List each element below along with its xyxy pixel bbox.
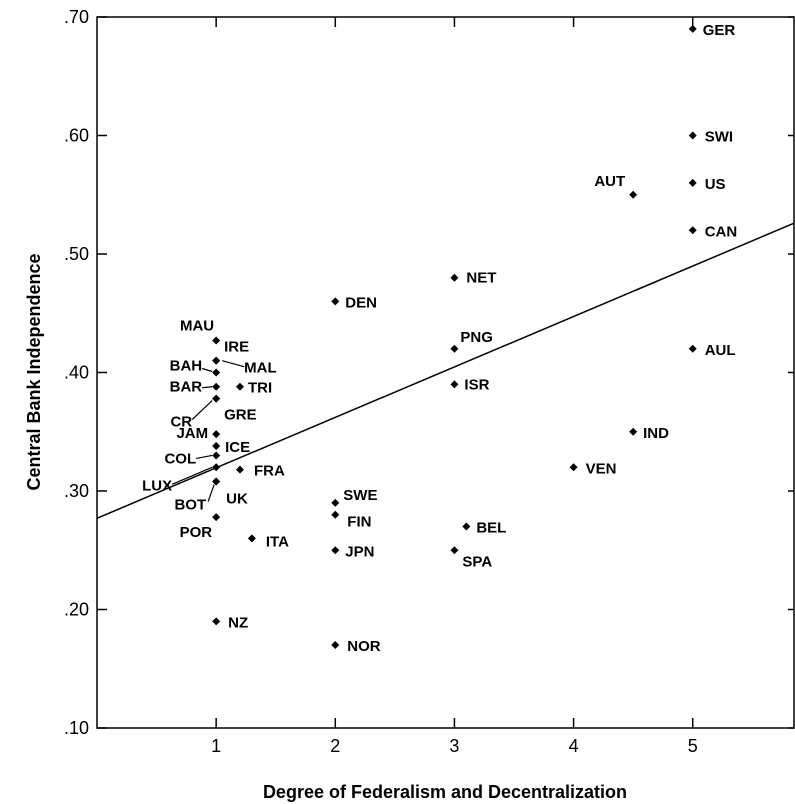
data-point-marker	[235, 382, 244, 391]
data-point-label: UK	[226, 491, 248, 508]
data-point-marker	[212, 336, 221, 345]
data-point-marker	[212, 451, 221, 460]
data-point-label: MAL	[244, 360, 277, 377]
data-points	[212, 24, 697, 650]
data-point-label: IND	[643, 425, 669, 442]
data-point-marker	[688, 344, 697, 353]
leader-line	[196, 454, 213, 460]
data-point-label: DEN	[345, 294, 377, 311]
x-axis-title: Degree of Federalism and Decentralizatio…	[263, 782, 627, 802]
axis-tick-labels: 1 2 3 4 5 .10 .20 .30 .40 .50 .60 .70	[64, 7, 698, 756]
y-tick-label: .70	[64, 7, 89, 27]
data-point-marker	[212, 513, 221, 522]
data-point-label: JPN	[345, 543, 374, 560]
data-point-label: JAM	[176, 425, 208, 442]
x-tick-label: 1	[211, 736, 221, 756]
x-tick-label: 3	[449, 736, 459, 756]
data-point-label: BOT	[174, 497, 206, 514]
data-point-label: BEL	[476, 520, 506, 537]
y-tick-label: .40	[64, 363, 89, 383]
leader-line	[207, 484, 215, 502]
x-tick-label: 2	[330, 736, 340, 756]
data-point-marker	[629, 427, 638, 436]
data-point-label: ISR	[464, 376, 489, 393]
data-point-label: MAU	[180, 318, 214, 335]
data-point-label: FIN	[347, 514, 371, 531]
data-point-marker	[212, 394, 221, 403]
data-point-marker	[688, 24, 697, 33]
data-point-label: SWE	[343, 487, 377, 504]
data-point-label: GER	[703, 22, 736, 39]
data-point-label: CR	[170, 414, 192, 431]
data-point-marker	[450, 273, 459, 282]
y-tick-label: .50	[64, 244, 89, 264]
regression-line	[96, 222, 795, 519]
data-point-label: POR	[180, 524, 213, 541]
data-point-label: VEN	[586, 460, 617, 477]
data-point-marker	[331, 510, 340, 519]
data-point-label: TRI	[248, 380, 272, 397]
data-point-label: COL	[164, 450, 196, 467]
data-point-label: LUX	[142, 477, 172, 494]
data-point-label: CAN	[705, 223, 738, 240]
leader-line	[202, 386, 213, 389]
data-point-label: ICE	[225, 439, 250, 456]
data-point-marker	[450, 546, 459, 555]
data-point-marker	[212, 368, 221, 377]
data-point-label: BAR	[170, 379, 203, 396]
data-point-label: IRE	[224, 339, 249, 356]
data-point-label: NET	[466, 270, 496, 287]
data-point-label: BAH	[170, 358, 203, 375]
data-point-labels: GER SWI US AUT CAN AUL IND VEN NET PNG ISR BEL SPA DE…	[142, 22, 737, 655]
data-point-label: NOR	[347, 638, 381, 655]
data-point-marker	[247, 534, 256, 543]
data-point-label: AUL	[705, 342, 736, 359]
data-point-marker	[212, 382, 221, 391]
leader-line	[171, 466, 213, 485]
data-point-label: AUT	[594, 173, 625, 190]
data-point-label: NZ	[228, 614, 248, 631]
data-point-marker	[629, 190, 638, 199]
x-tick-label: 4	[569, 736, 579, 756]
data-point-marker	[331, 546, 340, 555]
data-point-marker	[212, 477, 221, 486]
data-point-marker	[235, 465, 244, 474]
leader-line	[191, 400, 213, 421]
data-point-label: US	[705, 176, 726, 193]
data-point-marker	[450, 344, 459, 353]
data-point-label: PNG	[460, 329, 493, 346]
data-point-marker	[331, 641, 340, 650]
data-point-marker	[212, 356, 221, 365]
data-point-label: SPA	[462, 553, 492, 570]
data-point-marker	[212, 441, 221, 450]
leader-line	[201, 367, 213, 373]
data-point-label: FRA	[254, 463, 285, 480]
y-tick-label: .30	[64, 481, 89, 501]
data-point-marker	[462, 522, 471, 531]
leader-line	[221, 360, 245, 368]
data-point-label: SWI	[705, 129, 733, 146]
data-point-marker	[331, 297, 340, 306]
data-point-marker	[212, 430, 221, 439]
y-tick-label: .10	[64, 718, 89, 738]
label-leader-lines	[171, 360, 245, 502]
data-point-marker	[331, 498, 340, 507]
data-point-marker	[688, 178, 697, 187]
x-tick-label: 5	[688, 736, 698, 756]
data-point-marker	[569, 463, 578, 472]
data-point-label: GRE	[224, 407, 257, 424]
data-point-marker	[450, 380, 459, 389]
data-point-label: ITA	[266, 533, 289, 550]
y-tick-label: .20	[64, 600, 89, 620]
data-point-marker	[688, 226, 697, 235]
data-point-marker	[212, 463, 221, 472]
data-point-marker	[212, 617, 221, 626]
y-tick-label: .60	[64, 126, 89, 146]
y-axis-title: Central Bank Independence	[24, 253, 44, 490]
data-point-marker	[688, 131, 697, 140]
